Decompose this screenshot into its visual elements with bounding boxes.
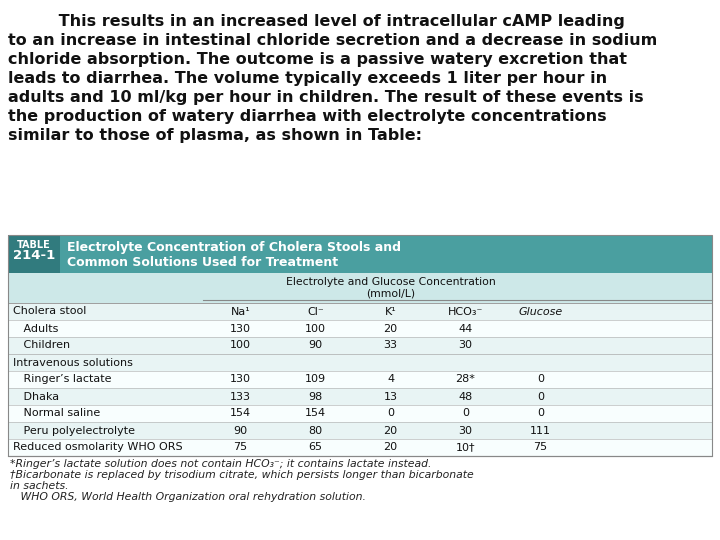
- Text: chloride absorption. The outcome is a passive watery excretion that: chloride absorption. The outcome is a pa…: [8, 52, 627, 67]
- Bar: [60, 235, 712, 273]
- Text: This results in an increased level of intracellular cAMP leading: This results in an increased level of in…: [8, 14, 625, 29]
- Bar: [8, 273, 712, 303]
- Text: adults and 10 ml/kg per hour in children. The result of these events is: adults and 10 ml/kg per hour in children…: [8, 90, 644, 105]
- Text: 4: 4: [387, 375, 394, 384]
- Bar: [8, 405, 712, 422]
- Text: Intravenous solutions: Intravenous solutions: [13, 357, 133, 368]
- Bar: [8, 337, 712, 354]
- Text: 20: 20: [384, 323, 397, 334]
- Text: Glucose: Glucose: [518, 307, 562, 317]
- Text: 111: 111: [530, 426, 551, 435]
- Text: 98: 98: [308, 392, 323, 402]
- Bar: [8, 303, 712, 320]
- Text: 100: 100: [305, 323, 326, 334]
- Text: 33: 33: [384, 341, 397, 350]
- Text: 90: 90: [308, 341, 323, 350]
- Text: 130: 130: [230, 375, 251, 384]
- Bar: [8, 439, 712, 456]
- Text: to an increase in intestinal chloride secretion and a decrease in sodium: to an increase in intestinal chloride se…: [8, 33, 657, 48]
- Text: TABLE: TABLE: [17, 240, 51, 250]
- Text: Ringer’s lactate: Ringer’s lactate: [13, 375, 112, 384]
- Text: leads to diarrhea. The volume typically exceeds 1 liter per hour in: leads to diarrhea. The volume typically …: [8, 71, 607, 86]
- Text: Cholera stool: Cholera stool: [13, 307, 86, 316]
- Text: Cl⁻: Cl⁻: [307, 307, 324, 317]
- Text: similar to those of plasma, as shown in Table:: similar to those of plasma, as shown in …: [8, 128, 422, 143]
- Bar: [8, 303, 712, 321]
- Text: 0: 0: [537, 408, 544, 418]
- Text: Dhaka: Dhaka: [13, 392, 59, 402]
- Text: K¹: K¹: [384, 307, 397, 317]
- Text: 109: 109: [305, 375, 326, 384]
- Text: (mmol/L): (mmol/L): [366, 288, 415, 298]
- Text: WHO ORS, World Health Organization oral rehydration solution.: WHO ORS, World Health Organization oral …: [10, 492, 366, 502]
- Text: Common Solutions Used for Treatment: Common Solutions Used for Treatment: [67, 256, 338, 269]
- Text: 154: 154: [230, 408, 251, 418]
- Text: Normal saline: Normal saline: [13, 408, 100, 418]
- Text: 10†: 10†: [456, 442, 475, 453]
- Text: 0: 0: [537, 392, 544, 402]
- Bar: [8, 320, 712, 337]
- Text: *Ringer’s lactate solution does not contain HCO₃⁻; it contains lactate instead.: *Ringer’s lactate solution does not cont…: [10, 459, 431, 469]
- Bar: [8, 371, 712, 388]
- Text: 48: 48: [459, 392, 472, 402]
- Text: †Bicarbonate is replaced by trisodium citrate, which persists longer than bicarb: †Bicarbonate is replaced by trisodium ci…: [10, 470, 474, 480]
- Text: 75: 75: [534, 442, 548, 453]
- Text: 44: 44: [459, 323, 472, 334]
- Bar: [8, 388, 712, 405]
- Text: 65: 65: [308, 442, 323, 453]
- Text: HCO₃⁻: HCO₃⁻: [448, 307, 483, 317]
- Text: 30: 30: [459, 341, 472, 350]
- Text: 20: 20: [384, 426, 397, 435]
- Text: 154: 154: [305, 408, 326, 418]
- Text: Na¹: Na¹: [230, 307, 251, 317]
- Text: 30: 30: [459, 426, 472, 435]
- Text: Electrolyte and Glucose Concentration: Electrolyte and Glucose Concentration: [286, 277, 495, 287]
- Text: 90: 90: [233, 426, 248, 435]
- Text: Reduced osmolarity WHO ORS: Reduced osmolarity WHO ORS: [13, 442, 183, 453]
- Text: 133: 133: [230, 392, 251, 402]
- Text: Electrolyte Concentration of Cholera Stools and: Electrolyte Concentration of Cholera Sto…: [67, 241, 401, 254]
- Bar: [8, 235, 60, 273]
- Text: Adults: Adults: [13, 323, 58, 334]
- Text: 130: 130: [230, 323, 251, 334]
- Text: 20: 20: [384, 442, 397, 453]
- Text: the production of watery diarrhea with electrolyte concentrations: the production of watery diarrhea with e…: [8, 109, 607, 124]
- Text: 100: 100: [230, 341, 251, 350]
- Text: 214-1: 214-1: [13, 249, 55, 262]
- Text: 75: 75: [233, 442, 248, 453]
- Text: Children: Children: [13, 341, 70, 350]
- Text: 0: 0: [387, 408, 394, 418]
- Text: 80: 80: [308, 426, 323, 435]
- Bar: [8, 235, 712, 456]
- Text: in sachets.: in sachets.: [10, 481, 68, 491]
- Text: 0: 0: [537, 375, 544, 384]
- Bar: [8, 354, 712, 371]
- Bar: [8, 422, 712, 439]
- Text: 13: 13: [384, 392, 397, 402]
- Text: Peru polyelectrolyte: Peru polyelectrolyte: [13, 426, 135, 435]
- Text: 28*: 28*: [456, 375, 475, 384]
- Text: 0: 0: [462, 408, 469, 418]
